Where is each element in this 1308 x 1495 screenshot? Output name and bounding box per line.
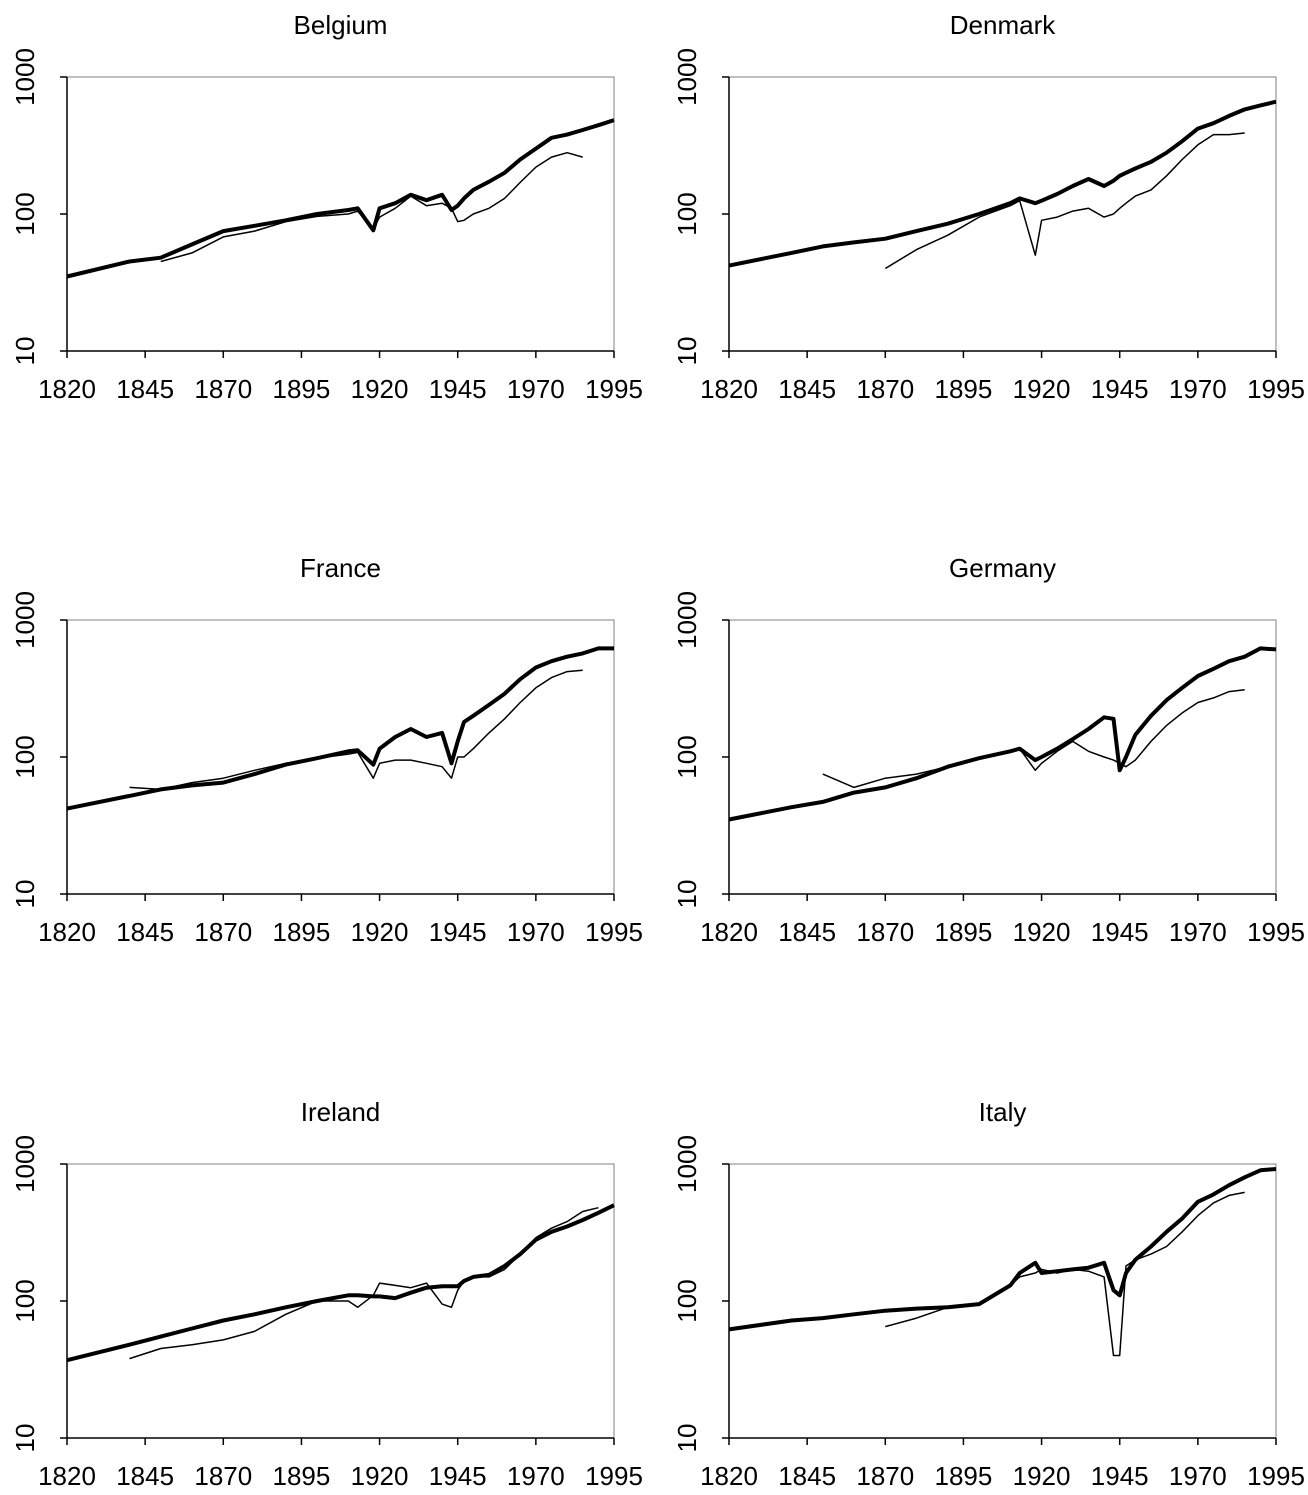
plot-frame <box>728 619 1277 895</box>
y-tick-label: 10 <box>10 1424 40 1453</box>
x-tick-label: 1995 <box>585 917 643 947</box>
x-tick-label: 1920 <box>1013 917 1071 947</box>
x-tick-label: 1820 <box>700 374 758 404</box>
y-tick-label: 10 <box>672 337 702 366</box>
panel: Belgium 10 100 1000 1820 1845 1870 1895 1920 1945… <box>10 10 643 404</box>
y-tick-label: 10 <box>672 880 702 909</box>
y-tick-label: 100 <box>672 1279 702 1322</box>
x-tick-label: 1970 <box>1169 1461 1227 1491</box>
x-tick-label: 1995 <box>585 374 643 404</box>
panel-title: France <box>300 553 381 583</box>
panel: Italy 10 100 1000 1820 1845 1870 1895 1920 1945 19… <box>672 1097 1305 1491</box>
series-line <box>728 1167 1277 1332</box>
x-tick-label: 1920 <box>351 374 409 404</box>
y-tick-label: 1000 <box>672 591 702 649</box>
panel-title: Italy <box>979 1097 1027 1127</box>
y-tick-label: 100 <box>10 1279 40 1322</box>
x-tick-label: 1920 <box>351 1461 409 1491</box>
x-tick-label: 1870 <box>194 374 252 404</box>
y-tick-label: 10 <box>672 1424 702 1453</box>
x-tick-label: 1995 <box>1247 1461 1305 1491</box>
x-tick-label: 1920 <box>1013 1461 1071 1491</box>
x-tick-label: 1870 <box>194 1461 252 1491</box>
panel-title: Denmark <box>950 10 1056 40</box>
x-tick-label: 1945 <box>1091 374 1149 404</box>
series-line <box>129 669 583 791</box>
x-tick-label: 1895 <box>935 917 993 947</box>
x-tick-label: 1970 <box>507 917 565 947</box>
panel: Ireland 10 100 1000 1820 1845 1870 1895 1920 1945… <box>10 1097 643 1491</box>
x-tick-label: 1995 <box>585 1461 643 1491</box>
x-tick-label: 1845 <box>116 1461 174 1491</box>
series-line <box>728 646 1277 822</box>
x-tick-label: 1870 <box>194 917 252 947</box>
panel: Germany 10 100 1000 1820 1845 1870 1895 1920 1945… <box>672 553 1305 947</box>
series-line <box>160 151 583 263</box>
panel-title: Belgium <box>294 10 388 40</box>
y-tick-label: 100 <box>672 192 702 235</box>
x-tick-label: 1995 <box>1247 374 1305 404</box>
y-tick-label: 100 <box>672 735 702 778</box>
y-tick-label: 1000 <box>672 1135 702 1193</box>
x-tick-label: 1870 <box>856 917 914 947</box>
y-tick-label: 10 <box>10 337 40 366</box>
x-tick-label: 1820 <box>700 1461 758 1491</box>
x-tick-label: 1845 <box>778 1461 836 1491</box>
x-tick-label: 1970 <box>1169 917 1227 947</box>
y-tick-label: 1000 <box>672 48 702 106</box>
series-line <box>66 1203 615 1363</box>
series-line <box>728 99 1277 268</box>
y-tick-label: 10 <box>10 880 40 909</box>
y-tick-label: 1000 <box>10 48 40 106</box>
x-tick-label: 1920 <box>351 917 409 947</box>
plot-frame <box>66 619 615 895</box>
series-line <box>822 688 1245 789</box>
plot-frame <box>728 76 1277 352</box>
series-line <box>66 118 615 279</box>
x-tick-label: 1895 <box>273 374 331 404</box>
series-line <box>885 1191 1245 1357</box>
series-line <box>66 646 614 811</box>
panel: Denmark 10 100 1000 1820 1845 1870 1895 1920 1945… <box>672 10 1305 404</box>
x-tick-label: 1870 <box>856 374 914 404</box>
x-tick-label: 1920 <box>1013 374 1071 404</box>
x-tick-label: 1945 <box>1091 917 1149 947</box>
x-tick-label: 1970 <box>1169 374 1227 404</box>
x-tick-label: 1820 <box>700 917 758 947</box>
x-tick-label: 1945 <box>429 917 487 947</box>
panel-title: Ireland <box>301 1097 381 1127</box>
x-tick-label: 1895 <box>273 917 331 947</box>
x-tick-label: 1820 <box>38 917 96 947</box>
series-line <box>129 1206 599 1360</box>
x-tick-label: 1845 <box>116 374 174 404</box>
y-tick-label: 1000 <box>10 1135 40 1193</box>
x-tick-label: 1970 <box>507 374 565 404</box>
x-tick-label: 1895 <box>935 374 993 404</box>
x-tick-label: 1970 <box>507 1461 565 1491</box>
x-tick-label: 1895 <box>273 1461 331 1491</box>
x-tick-label: 1820 <box>38 1461 96 1491</box>
y-tick-label: 100 <box>10 192 40 235</box>
x-tick-label: 1945 <box>1091 1461 1149 1491</box>
y-tick-label: 100 <box>10 735 40 778</box>
x-tick-label: 1845 <box>778 917 836 947</box>
x-tick-label: 1995 <box>1247 917 1305 947</box>
x-tick-label: 1945 <box>429 1461 487 1491</box>
panel-title: Germany <box>949 553 1056 583</box>
y-tick-label: 1000 <box>10 591 40 649</box>
x-tick-label: 1845 <box>116 917 174 947</box>
x-tick-label: 1945 <box>429 374 487 404</box>
x-tick-label: 1870 <box>856 1461 914 1491</box>
x-tick-label: 1820 <box>38 374 96 404</box>
x-tick-label: 1845 <box>778 374 836 404</box>
x-tick-label: 1895 <box>935 1461 993 1491</box>
series-line <box>884 132 1245 270</box>
panel: France 10 100 1000 1820 1845 1870 1895 1920 1945 1… <box>10 553 643 947</box>
